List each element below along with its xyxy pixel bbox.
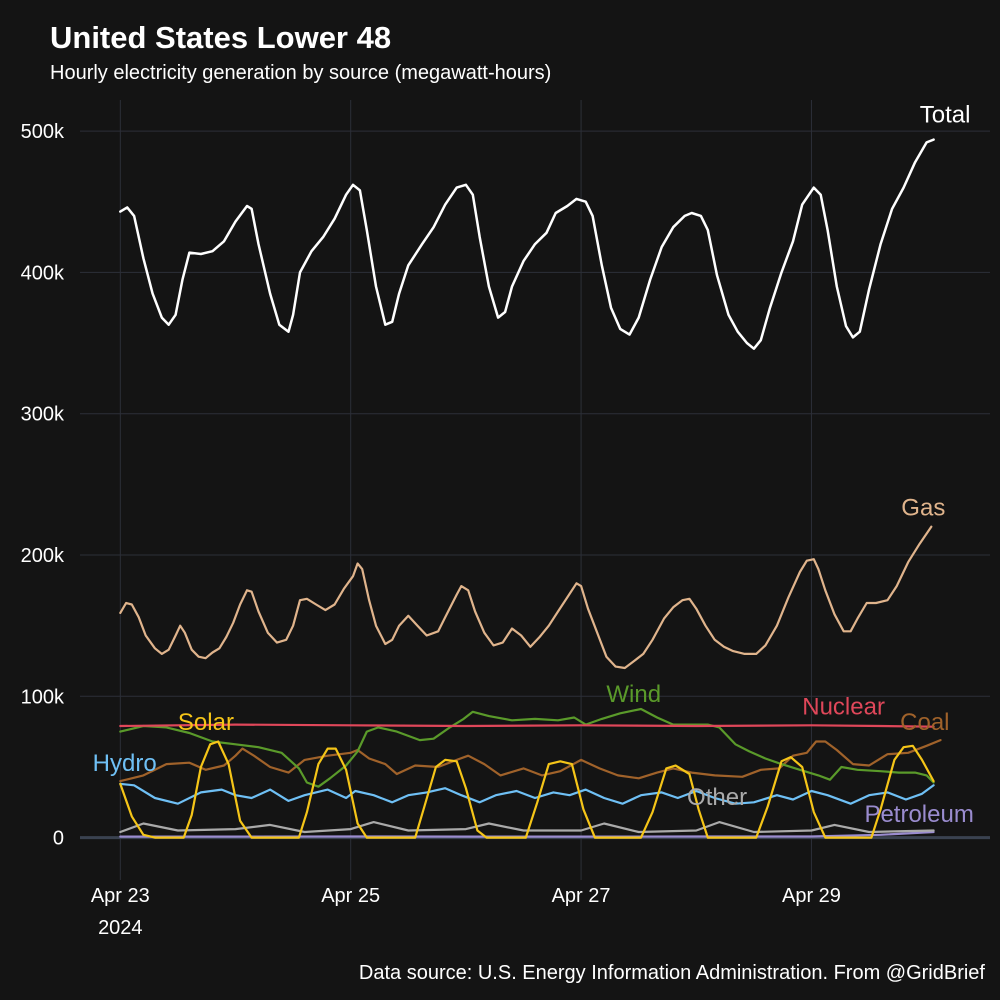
series-lines [119, 138, 942, 839]
series-label-solar: Solar [178, 709, 234, 736]
series-line-coal [119, 739, 942, 783]
x-tick-label: Apr 25 [321, 885, 380, 907]
x-tick-year-label: 2024 [98, 917, 143, 939]
y-tick-label: 100k [21, 686, 65, 708]
series-line-total [119, 138, 935, 350]
series-label-coal: Coal [900, 709, 949, 736]
y-tick-label: 300k [21, 404, 65, 426]
axis-ticks: 0 100k 200k 300k 400k 500k Apr 23 2024 Apr 25 Apr… [21, 121, 841, 939]
series-line-solar [119, 740, 935, 839]
series-line-hydro [119, 782, 935, 805]
x-tick-label: Apr 23 [91, 885, 150, 907]
x-tick-label: Apr 27 [552, 885, 611, 907]
chart-title: United States Lower 48 [50, 20, 392, 55]
y-tick-label: 200k [21, 545, 65, 567]
grid-lines [80, 100, 990, 880]
series-labels: Total Gas Wind Nuclear Coal Solar Hydro Other Pe… [93, 102, 974, 828]
x-tick-label: Apr 29 [782, 885, 841, 907]
y-tick-label: 400k [21, 262, 65, 284]
chart-subtitle: Hourly electricity generation by source … [50, 62, 552, 84]
series-line-gas [119, 525, 933, 670]
series-label-nuclear: Nuclear [802, 694, 885, 721]
series-line-wind [119, 707, 935, 788]
series-label-hydro: Hydro [93, 750, 157, 777]
data-source-note: Data source: U.S. Energy Information Adm… [358, 962, 985, 984]
series-label-gas: Gas [901, 494, 945, 521]
series-line-other [119, 821, 935, 834]
series-label-other: Other [687, 784, 747, 811]
series-label-petroleum: Petroleum [864, 801, 973, 828]
y-tick-label: 0 [53, 828, 64, 850]
series-line-nuclear [119, 723, 935, 728]
y-tick-label: 500k [21, 121, 65, 143]
series-label-wind: Wind [606, 681, 661, 708]
series-label-total: Total [920, 102, 971, 129]
